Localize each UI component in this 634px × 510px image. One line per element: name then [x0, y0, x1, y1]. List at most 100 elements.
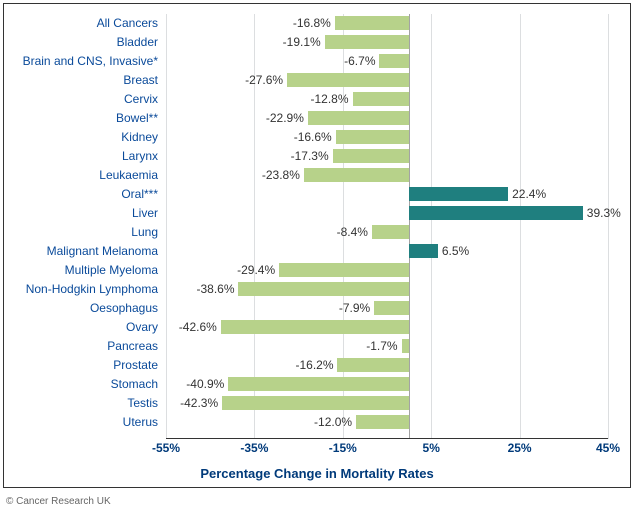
data-row: -8.4%: [166, 223, 608, 242]
data-row: 22.4%: [166, 185, 608, 204]
bar: [372, 225, 409, 239]
category-label: Cervix: [4, 90, 162, 108]
value-label: -42.3%: [180, 394, 222, 412]
bar: [221, 320, 409, 334]
value-label: -8.4%: [337, 223, 372, 241]
category-label: Malignant Melanoma: [4, 242, 162, 260]
bar: [374, 301, 409, 315]
category-label: Bladder: [4, 33, 162, 51]
data-row: -42.3%: [166, 394, 608, 413]
category-label: Breast: [4, 71, 162, 89]
data-row: -23.8%: [166, 166, 608, 185]
value-label: -40.9%: [186, 375, 228, 393]
bar: [356, 415, 409, 429]
data-row: -12.8%: [166, 90, 608, 109]
grid-line: [608, 14, 609, 439]
bar: [228, 377, 409, 391]
bar: [353, 92, 410, 106]
value-label: -38.6%: [196, 280, 238, 298]
data-row: -7.9%: [166, 299, 608, 318]
value-label: -12.8%: [311, 90, 353, 108]
category-label: Brain and CNS, Invasive*: [4, 52, 162, 70]
value-label: 39.3%: [583, 204, 621, 222]
bar: [333, 149, 409, 163]
category-label: Oral***: [4, 185, 162, 203]
data-row: -1.7%: [166, 337, 608, 356]
bar: [409, 244, 438, 258]
value-label: -29.4%: [237, 261, 279, 279]
plot-area: -16.8%-19.1% -6.7% -27.6% -12.8%-22.9%-16.6…: [166, 14, 608, 439]
value-label: -19.1%: [283, 33, 325, 51]
x-tick: -55%: [152, 441, 180, 455]
bar: [409, 187, 508, 201]
data-row: -6.7%: [166, 52, 608, 71]
value-label: -16.6%: [294, 128, 336, 146]
bar: [409, 206, 583, 220]
x-tick-row: -55%-35%-15%5%25%45%: [166, 439, 608, 457]
bar: [279, 263, 409, 277]
data-row: -16.8%: [166, 14, 608, 33]
data-row: -29.4%: [166, 261, 608, 280]
value-label: 6.5%: [438, 242, 469, 260]
bar: [222, 396, 409, 410]
data-row: -42.6%: [166, 318, 608, 337]
category-label: Pancreas: [4, 337, 162, 355]
data-row: -22.9%: [166, 109, 608, 128]
bar: [325, 35, 409, 49]
data-row: -16.2%: [166, 356, 608, 375]
x-tick: -15%: [329, 441, 357, 455]
data-row: 39.3%: [166, 204, 608, 223]
value-label: -1.7%: [366, 337, 401, 355]
value-label: 22.4%: [508, 185, 546, 203]
category-label: Liver: [4, 204, 162, 222]
bar: [238, 282, 409, 296]
data-row: -40.9%: [166, 375, 608, 394]
bar: [287, 73, 409, 87]
value-label: -27.6%: [245, 71, 287, 89]
category-label: Stomach: [4, 375, 162, 393]
category-label: Prostate: [4, 356, 162, 374]
category-label: Larynx: [4, 147, 162, 165]
category-label: Bowel**: [4, 109, 162, 127]
data-row: -38.6%: [166, 280, 608, 299]
chart-frame: -16.8%-19.1% -6.7% -27.6% -12.8%-22.9%-16.6…: [3, 3, 631, 488]
value-label: -23.8%: [262, 166, 304, 184]
bar: [335, 16, 409, 30]
x-axis-label: Percentage Change in Mortality Rates: [4, 466, 630, 481]
category-label: Lung: [4, 223, 162, 241]
bar: [379, 54, 409, 68]
value-label: -22.9%: [266, 109, 308, 127]
category-label: Uterus: [4, 413, 162, 431]
category-label: Leukaemia: [4, 166, 162, 184]
x-tick: 5%: [423, 441, 440, 455]
value-label: -12.0%: [314, 413, 356, 431]
bar: [402, 339, 410, 353]
data-row: -27.6%: [166, 71, 608, 90]
mortality-change-chart: -16.8%-19.1% -6.7% -27.6% -12.8%-22.9%-16.6…: [4, 4, 630, 487]
category-label: Ovary: [4, 318, 162, 336]
x-tick: -35%: [240, 441, 268, 455]
credit-text: © Cancer Research UK: [6, 496, 111, 507]
value-label: -6.7%: [344, 52, 379, 70]
data-row: 6.5%: [166, 242, 608, 261]
data-row: -19.1%: [166, 33, 608, 52]
bar: [336, 130, 409, 144]
category-label: Testis: [4, 394, 162, 412]
category-label: Multiple Myeloma: [4, 261, 162, 279]
value-label: -17.3%: [291, 147, 333, 165]
category-label: Oesophagus: [4, 299, 162, 317]
value-label: -7.9%: [339, 299, 374, 317]
bar: [337, 358, 409, 372]
data-row: -16.6%: [166, 128, 608, 147]
bar: [308, 111, 409, 125]
data-row: -17.3%: [166, 147, 608, 166]
x-tick: 45%: [596, 441, 620, 455]
value-label: -16.8%: [293, 14, 335, 32]
category-label: All Cancers: [4, 14, 162, 32]
data-row: -12.0%: [166, 413, 608, 432]
value-label: -16.2%: [295, 356, 337, 374]
category-label: Non-Hodgkin Lymphoma: [4, 280, 162, 298]
category-label: Kidney: [4, 128, 162, 146]
value-label: -42.6%: [179, 318, 221, 336]
x-tick: 25%: [508, 441, 532, 455]
